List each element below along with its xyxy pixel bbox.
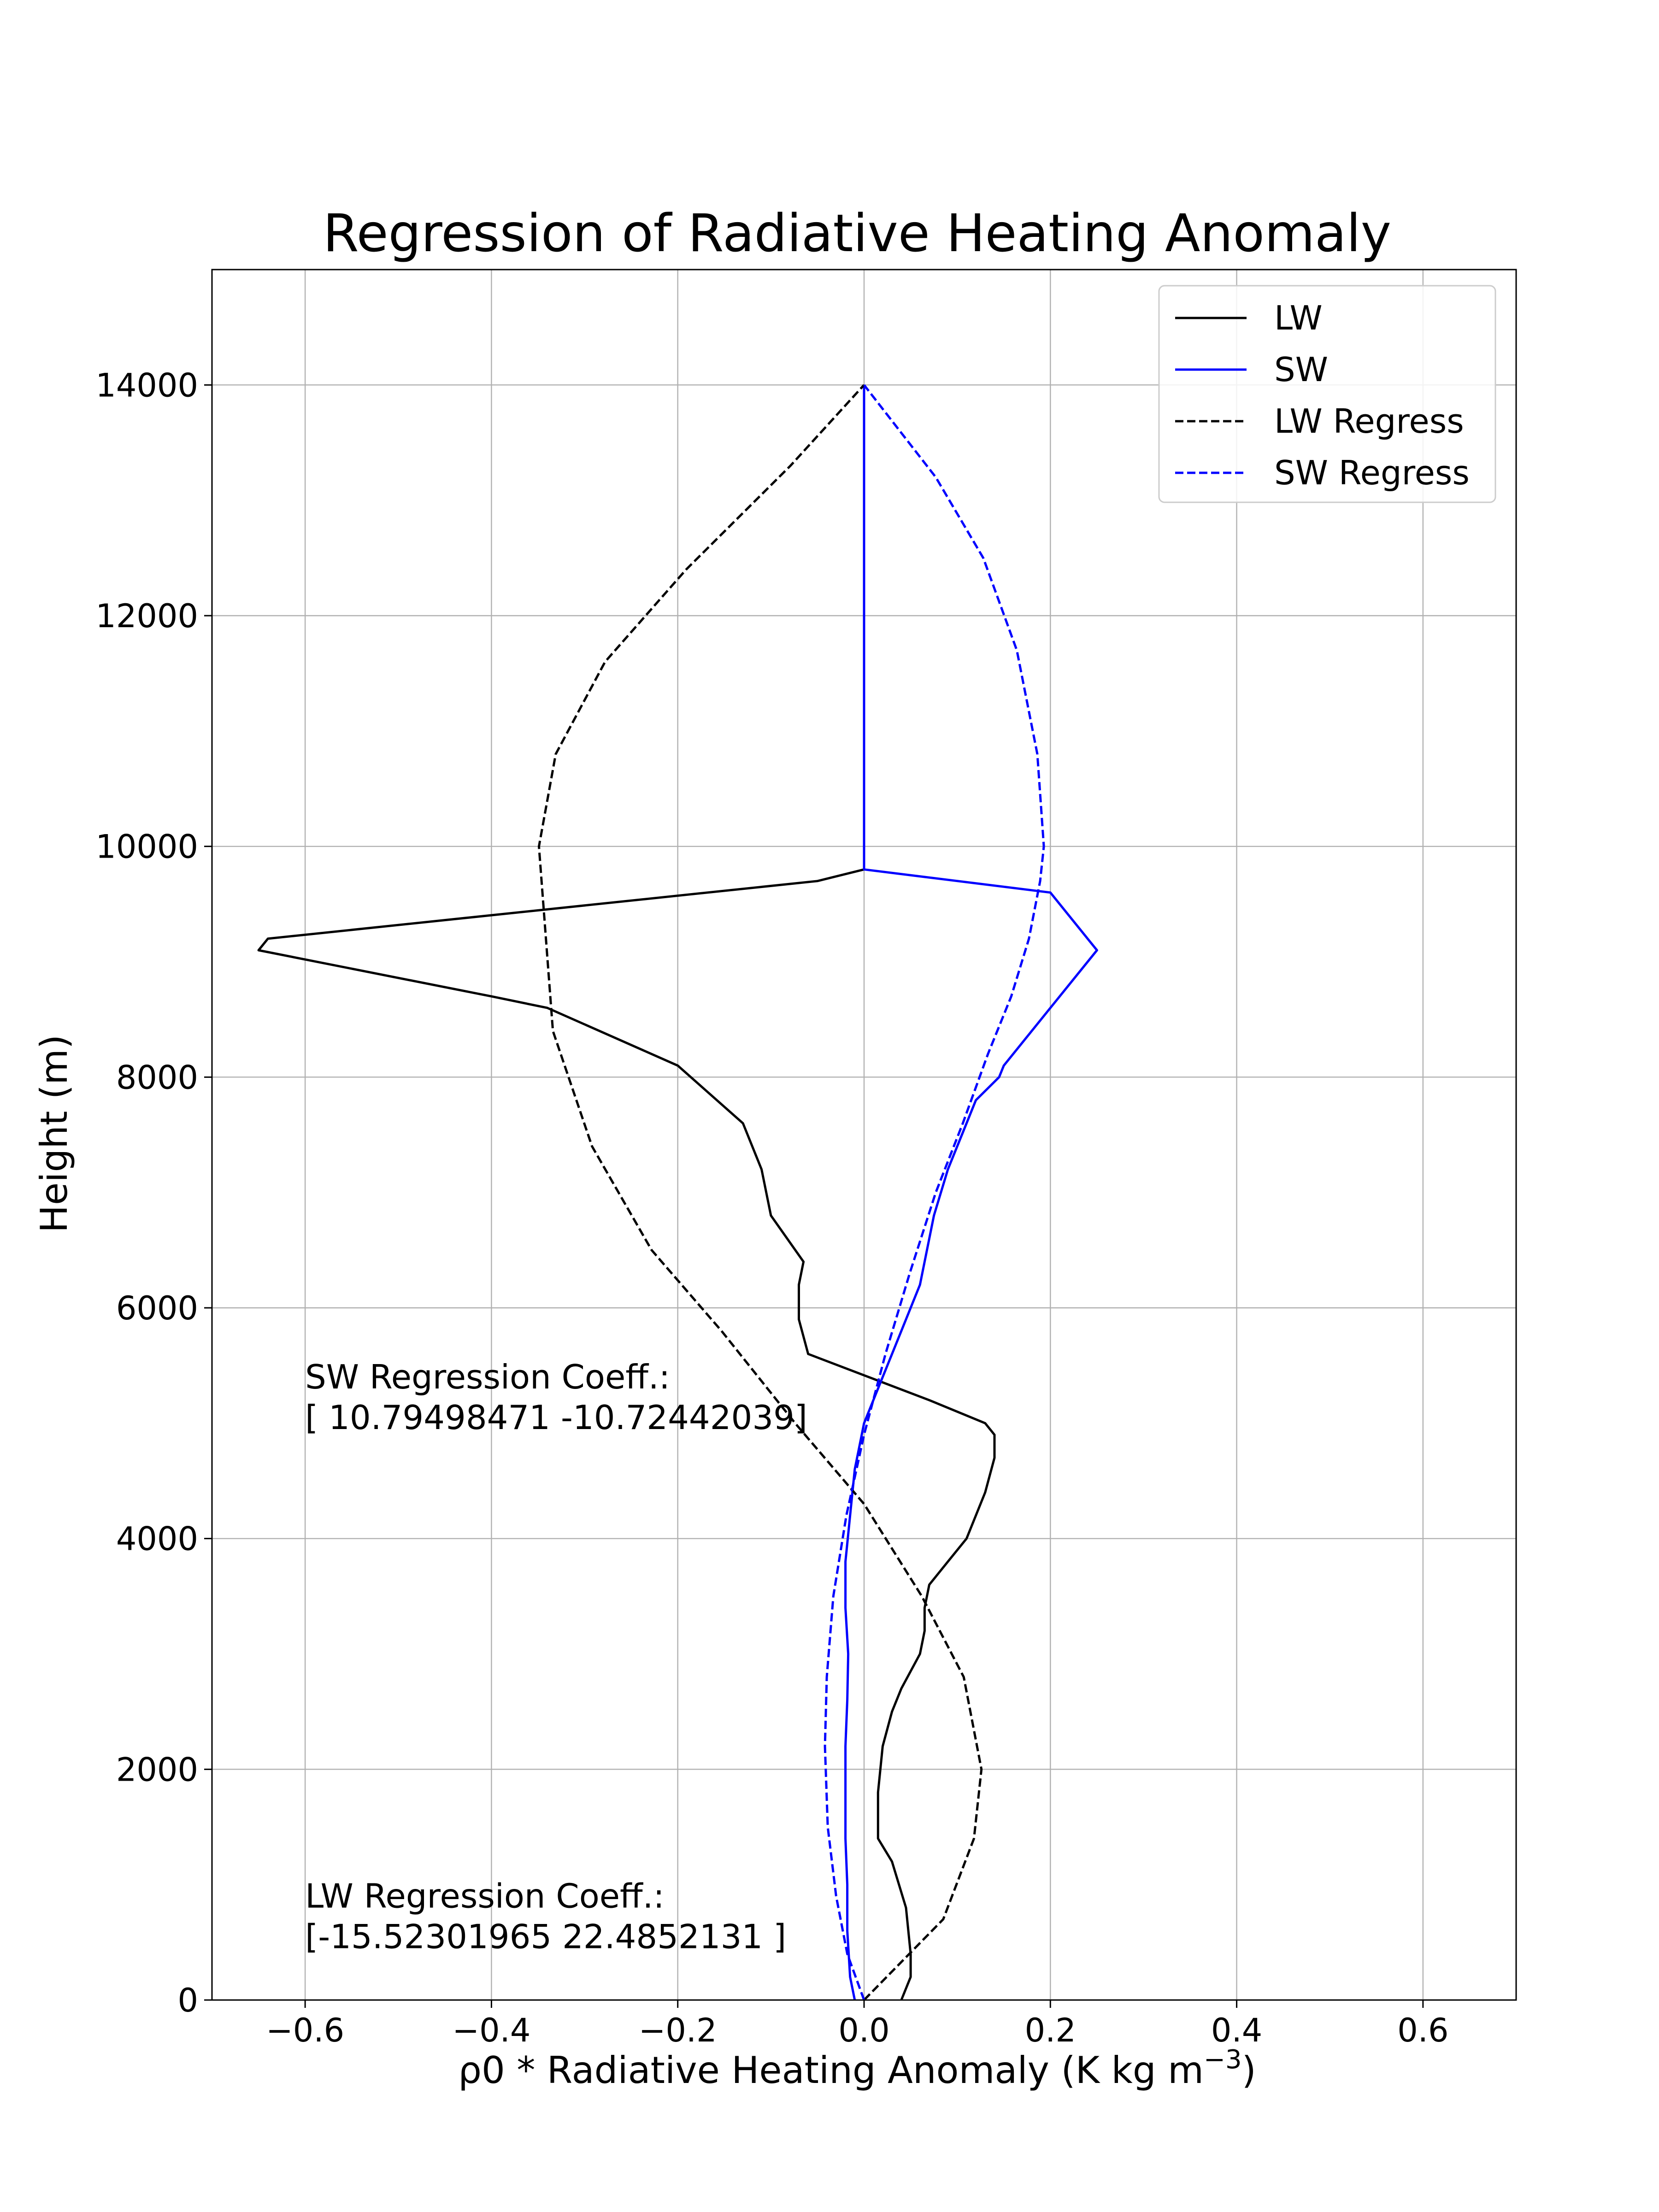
- y-tick-label: 6000: [116, 1289, 198, 1327]
- y-tick-label: 2000: [116, 1751, 198, 1788]
- x-tick-label: 0.0: [838, 2012, 889, 2049]
- series-line-sw: [844, 385, 1098, 2000]
- series-line-sw-regress: [824, 384, 1045, 2000]
- legend-label: SW Regress: [1274, 453, 1470, 492]
- legend-label: LW Regress: [1274, 402, 1464, 441]
- y-tick-label: 14000: [95, 366, 198, 404]
- annotation-line: [ 10.79498471 -10.72442039]: [305, 1398, 807, 1437]
- annotation-line: [-15.52301965 22.4852131 ]: [305, 1918, 786, 1956]
- x-tick-label: −0.2: [639, 2012, 717, 2049]
- x-tick-label: 0.2: [1025, 2012, 1076, 2049]
- annotation-line: LW Regression Coeff.:: [305, 1877, 665, 1916]
- legend-label: LW: [1274, 299, 1323, 337]
- annotations: SW Regression Coeff.:[ 10.79498471 -10.7…: [305, 1358, 807, 1956]
- legend: LW SW LW Regress SW Regress: [1158, 285, 1496, 503]
- regression-annotation: SW Regression Coeff.:[ 10.79498471 -10.7…: [305, 1358, 807, 1437]
- y-axis: 0 2000 4000 6000 8000 10000 12000 14000: [95, 366, 212, 2019]
- chart-title: Regression of Radiative Heating Anomaly: [323, 204, 1391, 264]
- x-tick-label: 0.6: [1397, 2012, 1448, 2049]
- x-axis-label: ρ0 * Radiative Heating Anomaly (K kg m−3…: [458, 2045, 1256, 2092]
- y-tick-label: 8000: [116, 1059, 198, 1096]
- y-axis-label: Height (m): [33, 1035, 76, 1233]
- y-tick-label: 12000: [95, 597, 198, 635]
- legend-box: [1158, 285, 1496, 503]
- y-tick-label: 4000: [116, 1520, 198, 1558]
- series-line-lw: [257, 385, 996, 2000]
- y-tick-label: 10000: [95, 828, 198, 866]
- x-tick-label: 0.4: [1211, 2012, 1262, 2049]
- series-line-lw-regress: [538, 384, 983, 2001]
- legend-label: SW: [1274, 350, 1328, 389]
- x-axis: −0.6 −0.4 −0.2 0.0 0.2 0.4 0.6: [266, 2000, 1449, 2049]
- x-tick-label: −0.4: [452, 2012, 530, 2049]
- series-layer: [257, 384, 1098, 2001]
- annotation-line: SW Regression Coeff.:: [305, 1358, 670, 1396]
- x-tick-label: −0.6: [266, 2012, 344, 2049]
- y-tick-label: 0: [177, 1982, 198, 2019]
- regression-annotation: LW Regression Coeff.: [-15.52301965 22.48…: [305, 1877, 786, 1956]
